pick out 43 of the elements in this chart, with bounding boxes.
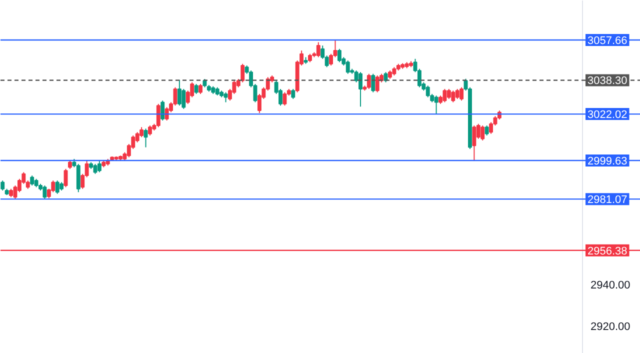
ref-line-label: 3022.02 <box>588 109 628 122</box>
y-tick-label: 2940.00 <box>590 279 630 292</box>
candlestick <box>472 125 476 162</box>
candlestick <box>375 74 380 93</box>
candlestick <box>198 83 202 94</box>
candlestick <box>484 125 489 136</box>
ref-line-label: 3057.66 <box>588 35 628 48</box>
candlestick <box>455 88 460 100</box>
candlestick <box>316 42 320 58</box>
candlestick <box>371 73 376 93</box>
candlestick <box>426 85 430 98</box>
candlestick <box>160 100 165 122</box>
candlestick <box>76 163 80 193</box>
candlestick <box>0 180 5 191</box>
candlestick <box>358 72 362 108</box>
candlestick <box>30 175 34 186</box>
candlestick <box>144 128 148 148</box>
ref-line-label: 2956.38 <box>588 245 628 258</box>
candlestick <box>442 88 447 103</box>
candlestick <box>42 185 47 200</box>
ref-line-label: 3038.30 <box>588 75 628 88</box>
ref-line-label: 2981.07 <box>588 194 628 206</box>
candlestick <box>434 95 438 114</box>
candlestick <box>64 168 68 188</box>
candlestick <box>480 125 485 141</box>
candlestick <box>194 83 198 94</box>
candlestick <box>156 103 160 128</box>
candlestick <box>366 73 371 90</box>
y-tick-label: 2920.00 <box>590 320 630 333</box>
ref-line-label: 2999.63 <box>588 156 628 168</box>
candlestick <box>224 92 228 103</box>
candlestick <box>291 88 296 100</box>
candlestick <box>93 163 98 174</box>
candlestick <box>177 79 182 106</box>
candlestick <box>446 88 451 100</box>
candlestick <box>346 60 350 74</box>
candlestick <box>451 90 456 103</box>
candlestick <box>55 180 60 194</box>
candlestick <box>460 86 464 102</box>
candlestick <box>337 48 342 63</box>
candlestick <box>282 92 287 106</box>
candlestick <box>148 125 152 136</box>
candlestick <box>97 160 102 173</box>
